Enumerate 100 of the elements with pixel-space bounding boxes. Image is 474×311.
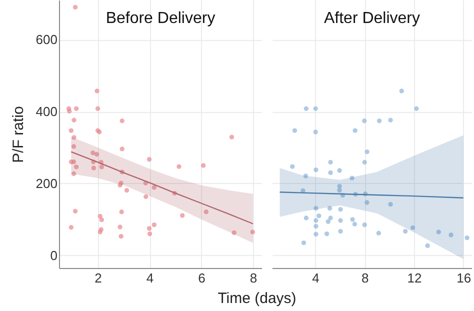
point	[352, 222, 358, 226]
text: Before Delivery	[106, 10, 216, 27]
point	[204, 210, 208, 214]
point	[72, 135, 76, 140]
point	[314, 206, 318, 211]
point	[338, 207, 343, 212]
point	[313, 130, 318, 134]
x-axis-title: Time (days)	[216, 290, 298, 307]
point	[303, 174, 308, 178]
point	[71, 171, 76, 176]
point	[152, 185, 157, 190]
point	[118, 182, 122, 188]
point	[388, 202, 393, 207]
point	[120, 118, 124, 124]
y-tick-label: 200	[36, 176, 58, 191]
point	[314, 167, 318, 172]
point	[436, 230, 442, 234]
text: After Delivery	[324, 10, 420, 27]
point	[124, 188, 130, 193]
x-tick-label: 4	[146, 270, 154, 286]
point	[328, 216, 333, 220]
point	[364, 149, 370, 154]
point	[364, 200, 370, 205]
point	[146, 157, 152, 162]
x-tick-label: 4	[312, 270, 320, 286]
point	[152, 222, 157, 228]
point	[91, 166, 96, 170]
x-tick-label: 6	[198, 270, 206, 286]
y-tick-label: 400	[36, 104, 58, 120]
point	[448, 232, 454, 238]
x-tick-label: 8	[250, 270, 258, 286]
point	[67, 108, 72, 114]
point	[388, 118, 393, 122]
x-tick-label: 16	[456, 270, 472, 286]
point	[402, 228, 408, 234]
y-tick-label: 600	[36, 32, 58, 48]
point	[120, 146, 124, 152]
point	[94, 88, 100, 94]
point	[74, 106, 79, 111]
point	[362, 118, 367, 124]
point	[425, 243, 430, 248]
point	[338, 218, 343, 223]
point	[362, 222, 367, 228]
point	[71, 144, 76, 149]
point	[99, 164, 104, 170]
point	[328, 170, 333, 176]
point	[118, 234, 124, 239]
point	[72, 208, 78, 214]
point	[146, 226, 152, 231]
point	[68, 225, 74, 230]
x-tick-label: 8	[361, 270, 369, 286]
point	[98, 214, 102, 219]
point	[337, 184, 342, 189]
x-tick-label: 12	[407, 270, 422, 286]
point	[94, 152, 100, 157]
point	[119, 210, 124, 214]
point	[338, 228, 343, 234]
point	[316, 214, 322, 218]
point	[68, 128, 74, 133]
point	[304, 216, 309, 220]
y-axis-title: P/F ratio	[10, 106, 27, 163]
point	[229, 134, 234, 140]
point	[328, 160, 333, 165]
point	[314, 224, 318, 229]
point	[71, 160, 76, 164]
point	[74, 164, 79, 170]
point	[314, 232, 318, 237]
point	[290, 164, 295, 169]
point	[118, 224, 122, 230]
point	[95, 106, 100, 111]
point	[410, 225, 416, 230]
y-tick-label: 0	[50, 248, 58, 263]
point	[176, 164, 182, 169]
point	[99, 217, 104, 222]
point	[352, 128, 358, 133]
point	[326, 219, 331, 224]
point	[98, 230, 102, 234]
point	[304, 106, 309, 111]
point	[314, 218, 318, 223]
point	[350, 217, 355, 222]
point	[292, 128, 298, 133]
point	[362, 160, 367, 165]
point	[72, 118, 76, 122]
point	[250, 230, 256, 234]
point	[232, 230, 236, 236]
line-series	[70, 151, 254, 224]
point	[147, 231, 152, 236]
point	[301, 240, 306, 246]
point	[376, 230, 382, 236]
point	[72, 4, 78, 10]
point	[200, 163, 206, 168]
point	[144, 194, 148, 200]
point	[414, 106, 419, 111]
point	[180, 213, 185, 218]
x-tick-label: 2	[94, 270, 102, 286]
point	[327, 206, 332, 211]
point	[90, 150, 96, 156]
point	[337, 168, 342, 173]
point	[313, 106, 318, 111]
point	[464, 235, 470, 240]
